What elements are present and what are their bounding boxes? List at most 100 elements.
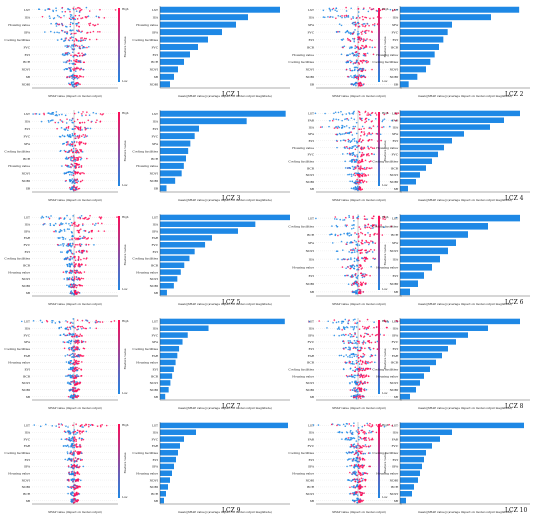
shap-point (372, 125, 375, 127)
shap-point (76, 18, 79, 20)
shap-point (366, 367, 368, 370)
shap-point (346, 167, 349, 169)
mean-shap-bar (160, 185, 167, 192)
shap-point (74, 369, 77, 372)
shap-point (361, 282, 363, 285)
shap-point (336, 218, 338, 220)
shap-point (354, 280, 356, 283)
shap-point (74, 367, 77, 369)
lcz-panel-label: LCZ 1 (222, 91, 240, 98)
shap-point (348, 319, 350, 322)
beeswarm-feature-label: Cooling facilities (288, 160, 314, 164)
shap-point (68, 222, 70, 225)
shap-point (356, 249, 359, 251)
shap-point (379, 425, 382, 427)
shap-point (342, 340, 345, 343)
shap-point (72, 16, 75, 19)
bar-feature-label: SFA (392, 23, 399, 27)
shap-point (76, 432, 78, 434)
shap-point (70, 380, 72, 383)
beeswarm-feature-label: ISA (309, 257, 315, 261)
beeswarm-feature-label: Cooling facilities (288, 60, 314, 64)
shap-point (83, 61, 86, 64)
mean-shap-bar (160, 81, 170, 88)
shap-point (357, 274, 359, 277)
shap-point (77, 362, 80, 365)
bar-feature-label: FAR (392, 437, 399, 441)
bar-feature-label: EVI (392, 458, 398, 462)
shap-point (355, 172, 357, 174)
bar-feature-label: Cooling facilities (372, 160, 398, 164)
shap-point (89, 327, 91, 329)
shap-point (74, 259, 77, 262)
shap-point (365, 174, 367, 177)
shap-point (351, 22, 354, 25)
beeswarm-feature-label: NDVI (22, 277, 31, 281)
bar-feature-label: SFA (392, 333, 399, 337)
shap-point (65, 179, 67, 182)
shap-point (76, 278, 79, 281)
shap-point (353, 23, 355, 26)
shap-point (85, 319, 87, 321)
shap-point (321, 126, 324, 128)
shap-point (44, 31, 46, 33)
shap-point (73, 335, 76, 338)
shap-point (67, 127, 70, 129)
shap-point (360, 380, 362, 382)
mean-shap-bar (400, 436, 440, 442)
shap-point (358, 111, 361, 114)
shap-point (383, 334, 385, 336)
shap-point (345, 326, 348, 328)
shap-point (372, 53, 375, 56)
shap-point (352, 499, 354, 501)
shap-point (86, 15, 88, 18)
shap-point (362, 352, 365, 355)
shap-point (346, 152, 349, 155)
shap-point (354, 47, 356, 50)
shap-point (73, 276, 76, 278)
shap-point (71, 257, 73, 260)
shap-point (355, 121, 358, 124)
shap-point (55, 425, 57, 427)
shap-point (349, 429, 352, 432)
shap-point (358, 17, 361, 19)
shap-point (350, 464, 353, 467)
shap-point (73, 359, 76, 361)
shap-point (308, 320, 311, 323)
mean-shap-bar (400, 44, 439, 50)
shap-point (365, 375, 367, 378)
shap-point (344, 274, 346, 277)
mean-shap-bar (160, 380, 171, 386)
shap-point (87, 15, 90, 17)
shap-point (353, 376, 356, 379)
bar-feature-label: NDVI (390, 173, 399, 177)
shap-point (84, 53, 86, 55)
shap-point (77, 127, 80, 130)
shap-point (356, 388, 358, 391)
shap-point (86, 218, 88, 221)
shap-point (79, 355, 82, 357)
shap-point (361, 30, 364, 33)
shap-point (357, 8, 359, 10)
shap-point (96, 321, 99, 323)
shap-point (74, 271, 77, 274)
shap-point (362, 291, 365, 293)
bar-feature-label: EVI (152, 458, 158, 462)
shap-point (349, 382, 351, 385)
shap-point (72, 83, 75, 86)
shap-point (336, 127, 339, 129)
bar-feature-label: SB (154, 395, 159, 399)
shap-point (358, 244, 361, 246)
shap-point (82, 277, 85, 280)
shap-point (74, 498, 77, 501)
shap-point (99, 321, 101, 323)
shap-point (87, 237, 90, 239)
shap-point (368, 339, 371, 342)
shap-point (371, 111, 374, 114)
shap-point (367, 174, 370, 176)
shap-point (97, 222, 99, 225)
shap-point (100, 216, 103, 218)
shap-point (87, 243, 90, 246)
shap-point (359, 395, 362, 398)
shap-point (348, 166, 350, 169)
